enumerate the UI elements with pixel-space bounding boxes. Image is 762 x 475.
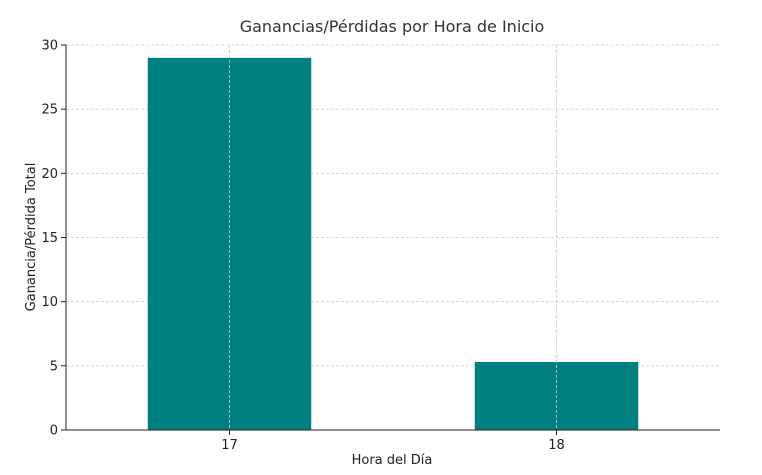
- y-tick-label: 15: [41, 231, 58, 246]
- y-tick-label: 5: [50, 359, 58, 374]
- bar-17: [147, 57, 312, 430]
- x-tick-label: 18: [548, 438, 565, 453]
- x-tick-label: 17: [221, 438, 238, 453]
- x-axis-label: Hora del Día: [352, 453, 433, 468]
- y-tick-label: 0: [50, 424, 58, 439]
- axes-layer: 0 5 10 15 20 25 30 17 18: [41, 39, 720, 453]
- y-tick-label: 25: [41, 103, 58, 118]
- y-tick-label: 30: [41, 39, 58, 54]
- y-axis-label: Ganancia/Pérdida Total: [24, 163, 39, 312]
- chart-title: Ganancias/Pérdidas por Hora de Inicio: [240, 17, 545, 36]
- bars-layer: [147, 45, 639, 430]
- y-tick-label: 10: [41, 295, 58, 310]
- y-tick-label: 20: [41, 167, 58, 182]
